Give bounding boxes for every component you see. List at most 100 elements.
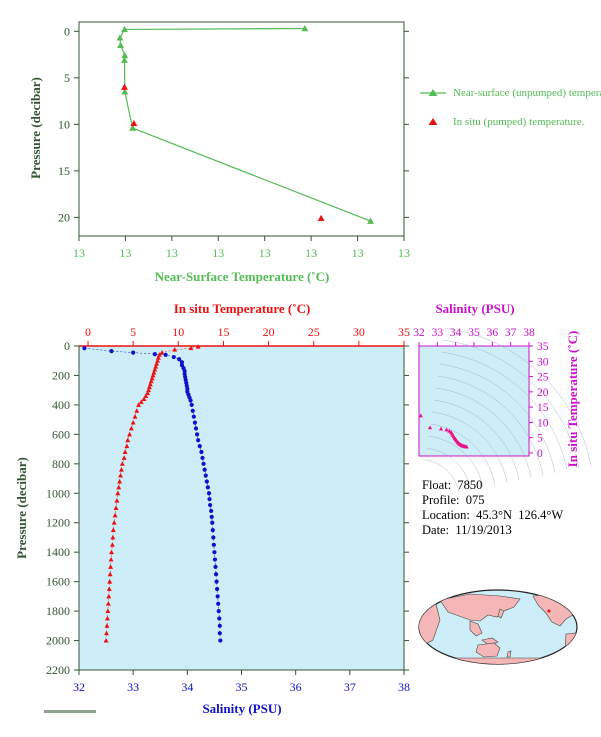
salinity-point (201, 461, 206, 466)
signature-stamp (44, 710, 96, 713)
salinity-tick-label: 38 (398, 680, 410, 694)
temperature-point (153, 364, 159, 369)
ts-isopycnal-line (444, 327, 592, 466)
temperature-point (141, 396, 147, 401)
near-surface-point (121, 51, 129, 59)
salinity-point (216, 608, 221, 614)
float-label: Float: (422, 478, 452, 492)
temperature-point (148, 378, 154, 384)
temperature-point (132, 414, 138, 419)
temperature-ticks: 0 5 10 15 20 25 30 35 (85, 325, 410, 346)
date-line: Date: 11/19/2013 (422, 523, 563, 538)
temperature-point (127, 431, 133, 437)
top-x-tick-label: 13 (119, 246, 131, 260)
salinity-point (207, 502, 213, 508)
pressure-ticks: 0 200 400 600 800 1000 1200 1400 1600 1800 2000 220… (46, 339, 409, 677)
ts-x-tick-label: 33 (432, 327, 444, 339)
salinity-point (188, 398, 193, 403)
temperature-point (155, 358, 161, 363)
ts-point (464, 444, 469, 449)
temperature-point (110, 527, 116, 533)
temperature-point (105, 601, 111, 606)
salinity-point (197, 444, 202, 449)
legend-near-surface-label: Near-surface (unpumped) temperature. (453, 87, 601, 99)
temperature-point (122, 449, 128, 454)
temperature-point (172, 347, 178, 352)
temperature-point (125, 437, 131, 443)
legend-insitu-marker (428, 118, 438, 125)
near-surface-point (121, 88, 129, 95)
salinity-point (212, 557, 218, 562)
temperature-point (108, 556, 114, 562)
pressure-tick-label: 800 (52, 457, 70, 471)
salinity-point (179, 360, 185, 365)
date-label: Date: (422, 523, 450, 537)
salinity-point (194, 432, 200, 437)
salinity-point (189, 402, 194, 408)
temperature-point (104, 623, 110, 628)
temperature-point (109, 549, 114, 555)
temperature-point (121, 455, 127, 460)
top-x-tick-label: 13 (352, 246, 364, 260)
ts-isopycnal-line (426, 447, 472, 490)
insitu-point (317, 214, 325, 222)
ts-x-ticks: 32 33 34 35 36 37 38 (413, 327, 535, 346)
salinity-point (215, 586, 220, 592)
salinity-point (217, 631, 222, 636)
ts-isopycnal-line (439, 363, 556, 473)
temperature-point (107, 579, 113, 584)
temperature-point (104, 615, 110, 621)
temperature-point (147, 381, 153, 387)
ts-plot-background (418, 345, 530, 457)
top-x-tick-label: 13 (259, 246, 271, 260)
salinity-point (131, 350, 136, 355)
ts-x-tick-label: 38 (523, 327, 535, 339)
pressure-tick-label: 1200 (46, 516, 70, 530)
temperature-point (110, 534, 116, 540)
pressure-tick-label: 2200 (46, 663, 70, 677)
near-surface-point (367, 217, 374, 224)
salinity-ticks: 32 33 34 35 36 37 38 (73, 670, 410, 694)
ts-isopycnal-line (433, 399, 520, 481)
temperature-point (115, 490, 121, 496)
salinity-point (212, 550, 217, 555)
ts-y-tick-label: 20 (537, 387, 549, 399)
salinity-point (202, 467, 207, 472)
temperature-point (138, 399, 144, 404)
temperature-point (195, 344, 201, 349)
salinity-point (199, 449, 204, 455)
salinity-point (192, 420, 198, 425)
salinity-point (177, 357, 182, 362)
temperature-point (128, 425, 134, 431)
temperature-point (134, 408, 140, 413)
ts-diagram: 32 33 34 35 36 37 38 0 5 10 15 20 25 30 35 Salinity (… (413, 301, 592, 493)
ts-isopycnal-line (437, 375, 544, 476)
salinity-point (216, 601, 221, 606)
salinity-point (217, 623, 222, 628)
near-surface-point (121, 56, 128, 63)
legend-near-surface-marker (428, 89, 438, 96)
ts-x-tick-label: 32 (413, 327, 425, 339)
ts-point (427, 425, 433, 430)
temperature-point (103, 637, 109, 643)
salinity-tick-label: 35 (236, 680, 248, 694)
salinity-point (200, 455, 205, 461)
temperature-point (117, 478, 123, 484)
salinity-point (206, 491, 212, 496)
ts-y-tick-label: 35 (537, 341, 549, 353)
salinity-point (204, 479, 209, 484)
temperature-point (151, 369, 157, 375)
temperature-point (107, 571, 113, 577)
salinity-tick-label: 36 (290, 680, 302, 694)
ts-point (418, 413, 423, 418)
salinity-point (171, 354, 176, 360)
temperature-point (104, 630, 110, 636)
ts-isopycnal-line (441, 351, 568, 471)
ts-isopycnal-line (432, 411, 508, 483)
top-y-ticks: 0 5 10 15 20 (58, 24, 409, 224)
temperature-tick-label: 10 (172, 325, 184, 339)
salinity-point (190, 408, 195, 413)
temperature-point (111, 520, 117, 525)
temperature-point (159, 350, 165, 355)
ts-y-tick-label: 25 (537, 372, 549, 384)
